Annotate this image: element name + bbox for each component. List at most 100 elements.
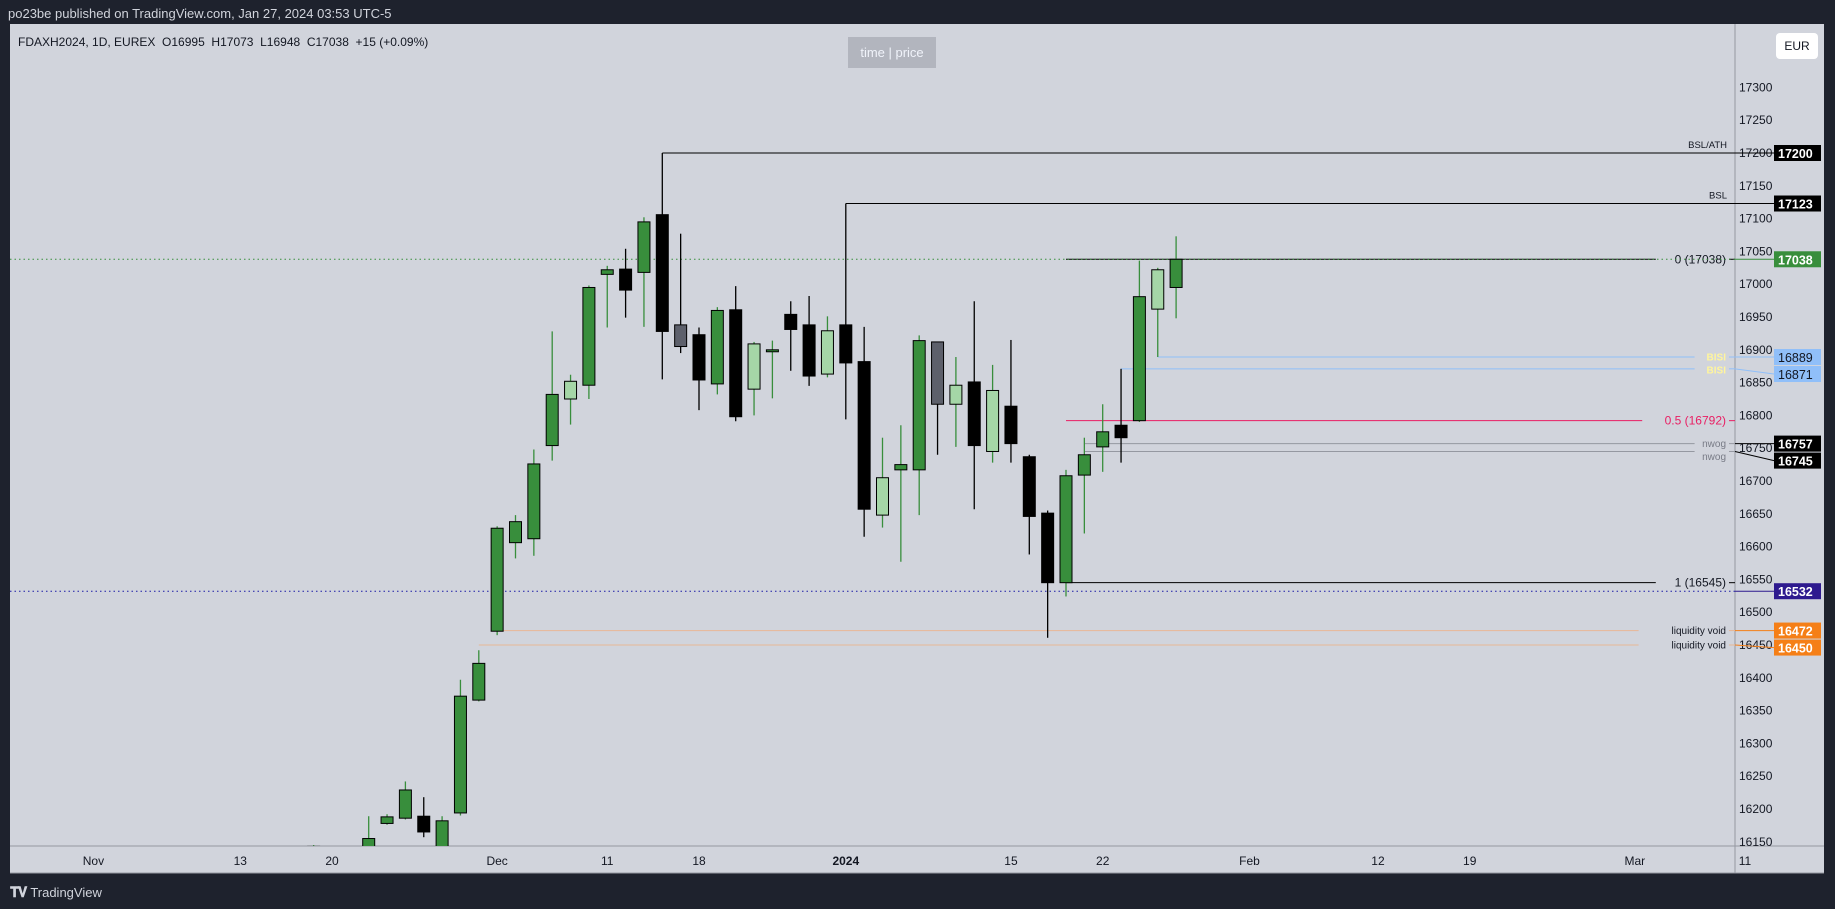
- candle[interactable]: [857, 326, 871, 537]
- candle[interactable]: [839, 203, 853, 420]
- y-tick-label: 16300: [1739, 736, 1773, 750]
- y-tick-label: 16900: [1739, 343, 1773, 357]
- level-line[interactable]: 0.5 (16792): [1066, 414, 1735, 428]
- level-label: 0.5 (16792): [1665, 414, 1726, 428]
- level-label: liquidity void: [1672, 626, 1726, 637]
- candle[interactable]: [1132, 260, 1146, 422]
- candle[interactable]: [912, 335, 926, 516]
- candle-body: [710, 309, 724, 385]
- candle[interactable]: [1022, 454, 1036, 555]
- price-label-text: 16871: [1778, 368, 1813, 382]
- candle[interactable]: [527, 449, 541, 556]
- level-line[interactable]: BSL: [845, 191, 1735, 205]
- candle[interactable]: [820, 316, 834, 378]
- price-label-text: 16472: [1778, 625, 1813, 639]
- level-label: nwog: [1702, 452, 1726, 463]
- candle-body: [802, 324, 816, 377]
- candle[interactable]: [802, 296, 816, 386]
- candle[interactable]: [1041, 510, 1055, 638]
- candle[interactable]: [1004, 339, 1018, 463]
- y-tick-label: 17050: [1739, 244, 1773, 258]
- candle[interactable]: [1114, 368, 1128, 463]
- candle[interactable]: [784, 301, 798, 371]
- price-label-text: 16757: [1778, 438, 1813, 452]
- x-tick-label: 11: [1739, 854, 1752, 868]
- price-label-bg: [1774, 366, 1821, 383]
- level-line[interactable]: nwog: [1084, 450, 1735, 463]
- candle[interactable]: [490, 526, 504, 636]
- candle[interactable]: [931, 341, 945, 455]
- level-line[interactable]: nwog: [1084, 439, 1735, 450]
- candle[interactable]: [619, 248, 633, 318]
- y-tick-label: 16850: [1739, 376, 1773, 390]
- price-label-bg: [1774, 145, 1821, 161]
- candle-body: [1132, 296, 1146, 422]
- candle-body: [619, 268, 633, 291]
- candle[interactable]: [729, 286, 743, 422]
- candle[interactable]: [949, 357, 963, 447]
- currency-button[interactable]: EUR: [1776, 33, 1818, 59]
- candle[interactable]: [894, 425, 908, 562]
- candle[interactable]: [967, 301, 981, 510]
- candle[interactable]: [655, 153, 669, 380]
- price-axis-level-label: 16871: [1734, 366, 1821, 383]
- x-tick-label: 12: [1371, 854, 1385, 868]
- y-tick-label: 16250: [1739, 769, 1773, 783]
- candle[interactable]: [1169, 236, 1183, 319]
- level-line[interactable]: BISI: [1121, 366, 1735, 377]
- price-axis-level-label: 16450: [1734, 639, 1821, 656]
- price-label-text: 16889: [1778, 351, 1813, 365]
- candle-body: [398, 789, 412, 819]
- candle[interactable]: [472, 650, 486, 702]
- candle[interactable]: [417, 797, 431, 838]
- candle[interactable]: [545, 331, 559, 461]
- candle-body: [1096, 431, 1110, 448]
- x-tick-label: 19: [1463, 854, 1477, 868]
- candle[interactable]: [692, 327, 706, 411]
- candle[interactable]: [710, 307, 724, 395]
- candle[interactable]: [876, 437, 889, 528]
- candle[interactable]: [582, 285, 596, 399]
- candle[interactable]: [1059, 469, 1073, 597]
- candle-body: [490, 527, 504, 632]
- candle[interactable]: [1077, 437, 1091, 534]
- publish-info: po23be published on TradingView.com, Jan…: [8, 6, 392, 21]
- level-line[interactable]: liquidity void: [478, 641, 1735, 652]
- candle[interactable]: [509, 515, 522, 559]
- level-line[interactable]: liquidity void: [497, 626, 1735, 637]
- x-tick-label: 11: [601, 854, 614, 868]
- candle-body: [747, 343, 761, 390]
- candle[interactable]: [765, 340, 779, 399]
- level-label: 0 (17038): [1675, 252, 1726, 266]
- candle[interactable]: [986, 364, 1000, 463]
- plot-pane[interactable]: BSL/ATH BSL 0 (17038) BISI BISI 0.5 (16792) nw…: [10, 140, 1735, 888]
- candle[interactable]: [453, 679, 467, 816]
- candle[interactable]: [362, 816, 376, 851]
- level-line[interactable]: BSL/ATH: [662, 140, 1735, 154]
- candle-body: [362, 838, 376, 846]
- level-line[interactable]: BISI: [1157, 353, 1735, 364]
- level-line[interactable]: 1 (16545): [1066, 576, 1735, 590]
- price-label-connector: [1734, 450, 1775, 462]
- price-axis-level-label: 17038: [1735, 251, 1821, 268]
- candle-body: [820, 330, 834, 375]
- y-tick-label: 17100: [1739, 212, 1773, 226]
- price-label-connector: [1734, 644, 1775, 649]
- x-tick-label: Feb: [1239, 854, 1260, 868]
- candle-body: [582, 286, 596, 386]
- candle[interactable]: [1096, 404, 1110, 472]
- tradingview-logo-icon: 𝐓𝐕: [10, 884, 27, 900]
- price-label-text: 17038: [1778, 253, 1813, 267]
- candle[interactable]: [435, 816, 449, 874]
- footer-brand: TradingView: [30, 885, 102, 900]
- y-tick-label: 17150: [1739, 179, 1773, 193]
- candle[interactable]: [674, 233, 688, 354]
- candle[interactable]: [564, 374, 578, 425]
- candle[interactable]: [600, 265, 614, 328]
- candle[interactable]: [747, 341, 761, 416]
- candle[interactable]: [637, 217, 651, 327]
- candle[interactable]: [380, 814, 394, 825]
- candle[interactable]: [1151, 267, 1165, 358]
- candle[interactable]: [398, 781, 412, 820]
